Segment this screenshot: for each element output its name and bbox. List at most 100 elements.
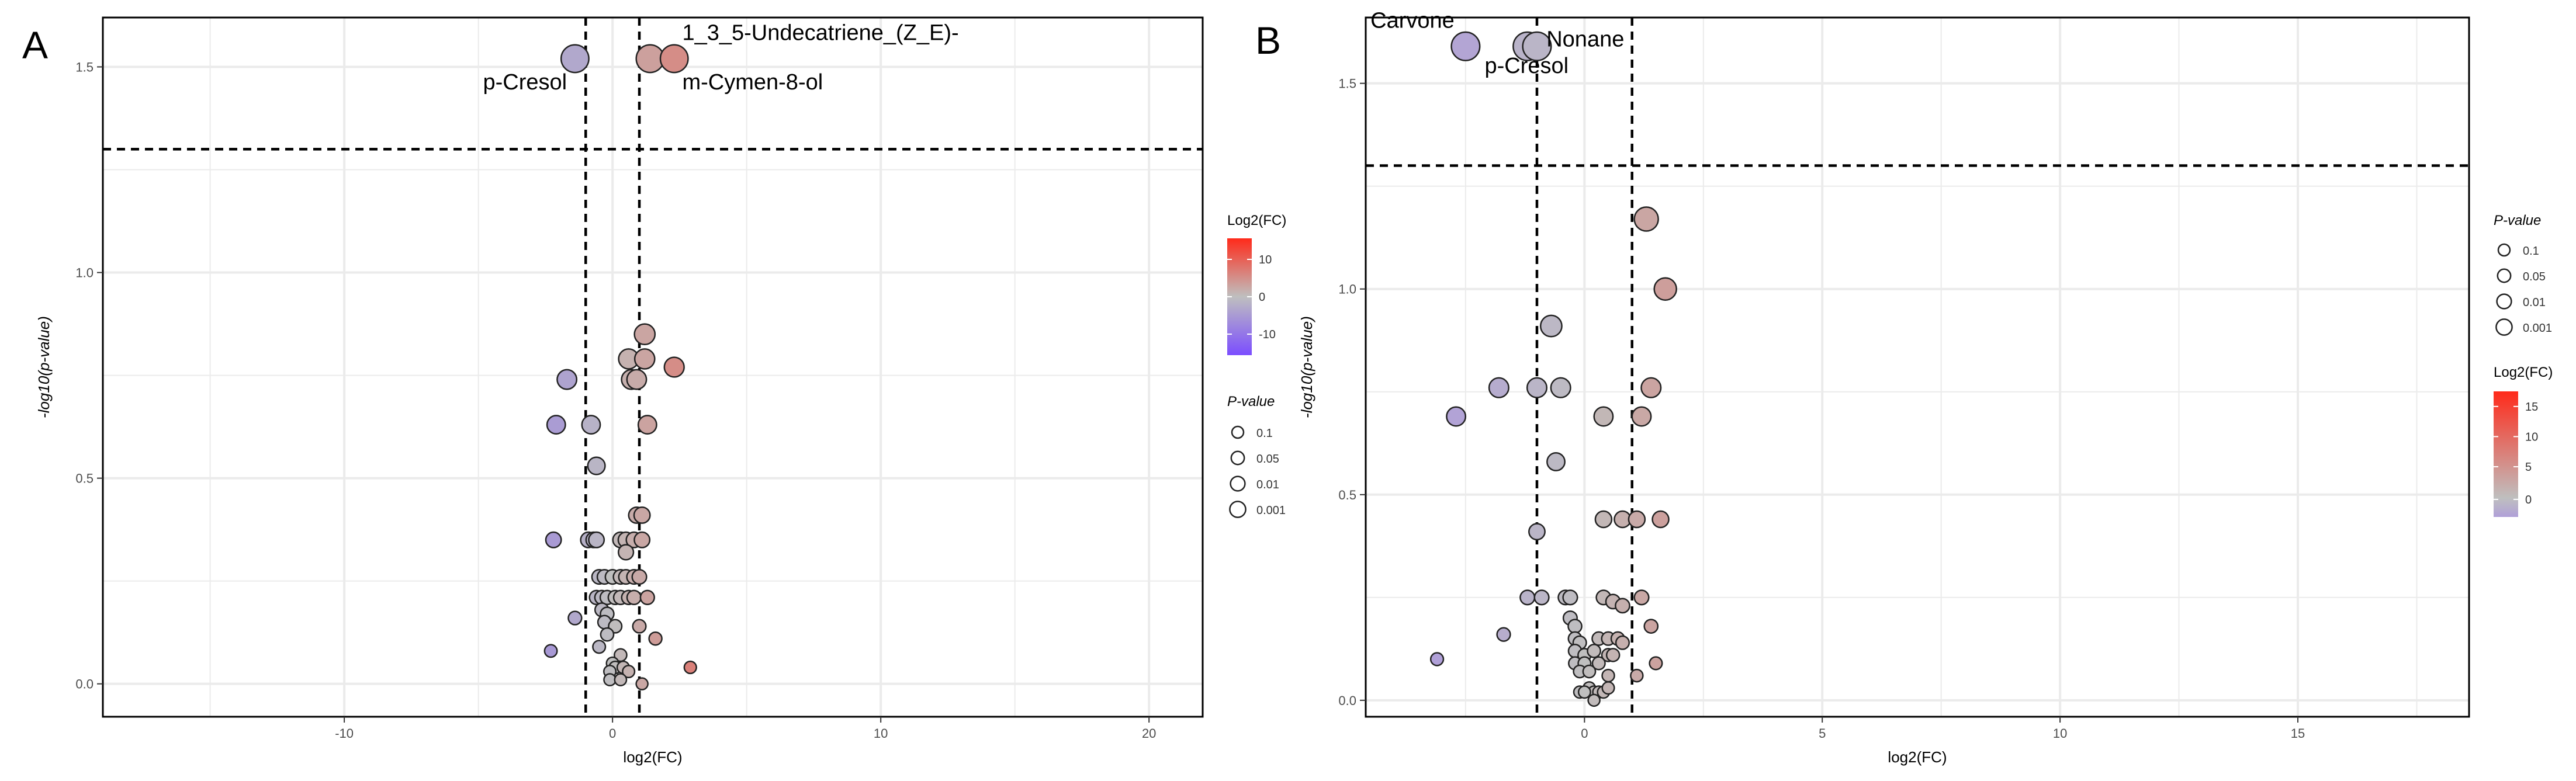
data-point xyxy=(632,619,647,634)
panel-b-colorbar xyxy=(2494,391,2518,517)
data-point xyxy=(1593,406,1614,427)
size-legend-key xyxy=(2497,268,2512,283)
panel-b-points xyxy=(1429,31,1677,707)
panel-b-grid xyxy=(1366,18,2469,717)
data-point xyxy=(1528,523,1546,541)
data-point xyxy=(1546,452,1566,471)
size-legend-key xyxy=(1230,450,1245,466)
size-legend-key xyxy=(2497,243,2511,257)
point-label: 1_3_5-Undecatriene_(Z_E)- xyxy=(682,21,958,46)
data-point xyxy=(635,677,649,690)
size-legend-key xyxy=(1231,425,1245,439)
panel-a-grid xyxy=(103,18,1203,717)
data-point xyxy=(639,589,655,605)
panel-a-colorbar-ticks: 10 0 -10 xyxy=(1227,254,1276,341)
panel-a-x-axis-label: log2(FC) xyxy=(623,748,682,766)
data-point xyxy=(567,610,583,626)
data-point xyxy=(588,531,605,549)
panel-a-plot-frame xyxy=(102,16,1204,718)
x-tick-label: -10 xyxy=(335,726,354,741)
data-point xyxy=(592,640,607,654)
x-tick-label: 0 xyxy=(1581,726,1588,741)
panel-b-x-axis-label: log2(FC) xyxy=(1888,748,1947,766)
data-point xyxy=(637,415,657,435)
size-legend-label: 0.01 xyxy=(2523,296,2546,309)
panel-b-y-axis-label: -log10(p-value) xyxy=(1298,316,1315,418)
panel-a-legend: Log2(FC) 10 0 -10 P-value 0.1 0.05 0.01 0.001 xyxy=(1227,213,1286,518)
data-point xyxy=(1446,406,1467,427)
colorbar-tick-label: 5 xyxy=(2525,461,2532,474)
panel-a-point-labels: 1_3_5-Undecatriene_(Z_E)- m-Cymen-8-ol p-C… xyxy=(483,21,959,95)
size-legend-key xyxy=(1229,501,1247,518)
data-point xyxy=(1591,656,1606,671)
size-legend-label: 0.001 xyxy=(1256,504,1286,517)
data-point xyxy=(587,456,606,475)
point-label: Nonane xyxy=(1546,27,1624,51)
colorbar-tick-label: 0 xyxy=(1259,291,1265,304)
data-point xyxy=(1594,510,1613,529)
data-point xyxy=(1605,648,1621,662)
data-point xyxy=(633,348,656,370)
y-tick-label: 0.5 xyxy=(75,471,94,486)
size-legend-label: 0.05 xyxy=(1256,453,1279,466)
x-tick-label: 5 xyxy=(1819,726,1826,741)
y-tick-label: 1.5 xyxy=(75,60,94,74)
panel-b-legend: Log2(FC) 15 10 5 0 P-value 0.1 0.05 0.01 0.001 xyxy=(2494,213,2553,517)
data-point xyxy=(659,44,689,74)
data-point xyxy=(1522,31,1552,61)
y-tick-label: 0.0 xyxy=(1338,693,1356,708)
data-point xyxy=(1640,377,1662,398)
data-point xyxy=(622,664,636,679)
panel-a-y-axis-label: -log10(p-value) xyxy=(35,316,53,418)
panel-b-ticks: 0 5 10 15 0.0 0.5 1.0 1.5 xyxy=(1338,77,2305,741)
panel-b-color-legend-title: Log2(FC) xyxy=(2494,365,2553,380)
data-point xyxy=(1631,406,1652,427)
panel-b-plot-frame xyxy=(1365,16,2470,718)
data-point xyxy=(1562,589,1578,606)
data-point xyxy=(683,660,697,675)
data-point xyxy=(1628,510,1646,529)
panel-a-points xyxy=(543,44,697,690)
point-label: p-Cresol xyxy=(483,70,567,95)
y-tick-label: 1.5 xyxy=(1338,77,1356,91)
data-point xyxy=(1488,377,1509,398)
data-point xyxy=(617,544,635,561)
data-point xyxy=(1429,652,1445,667)
panel-a-color-legend-title: Log2(FC) xyxy=(1227,213,1286,228)
size-legend-key xyxy=(2495,318,2513,336)
data-point xyxy=(1582,664,1597,679)
x-tick-label: 15 xyxy=(2291,726,2305,741)
point-label: m-Cymen-8-ol xyxy=(682,70,823,95)
panel-b-size-legend-title: P-value xyxy=(2494,213,2541,228)
colorbar-tick-label: 10 xyxy=(1259,254,1272,266)
data-point xyxy=(546,415,566,435)
size-legend-key xyxy=(1230,475,1246,492)
data-point xyxy=(1587,693,1601,707)
data-point xyxy=(1633,589,1650,606)
data-point xyxy=(1633,206,1659,232)
panel-b-reference-lines xyxy=(1366,18,2469,717)
point-label: Carvone xyxy=(1370,9,1455,33)
colorbar-tick-label: 10 xyxy=(2525,431,2538,443)
panel-label-a: A xyxy=(22,23,48,67)
data-point xyxy=(1450,31,1481,61)
data-point xyxy=(1519,589,1536,606)
size-legend-label: 0.01 xyxy=(1256,478,1279,491)
data-point xyxy=(1539,314,1563,338)
data-point xyxy=(560,44,590,74)
panel-a-reference-lines xyxy=(103,18,1203,717)
data-point xyxy=(633,531,651,549)
data-point xyxy=(1615,635,1630,650)
data-point xyxy=(545,531,562,549)
y-tick-label: 0.5 xyxy=(1338,488,1356,502)
data-point xyxy=(1533,589,1550,606)
panel-a-ticks: -10 0 10 20 0.0 0.5 1.0 1.5 xyxy=(75,60,1156,741)
data-point xyxy=(663,356,685,378)
data-point xyxy=(626,589,642,605)
data-point xyxy=(600,627,615,642)
panel-a-size-legend-title: P-value xyxy=(1227,394,1275,409)
data-point xyxy=(1567,619,1583,634)
data-point xyxy=(626,369,648,390)
data-point xyxy=(1496,627,1511,642)
